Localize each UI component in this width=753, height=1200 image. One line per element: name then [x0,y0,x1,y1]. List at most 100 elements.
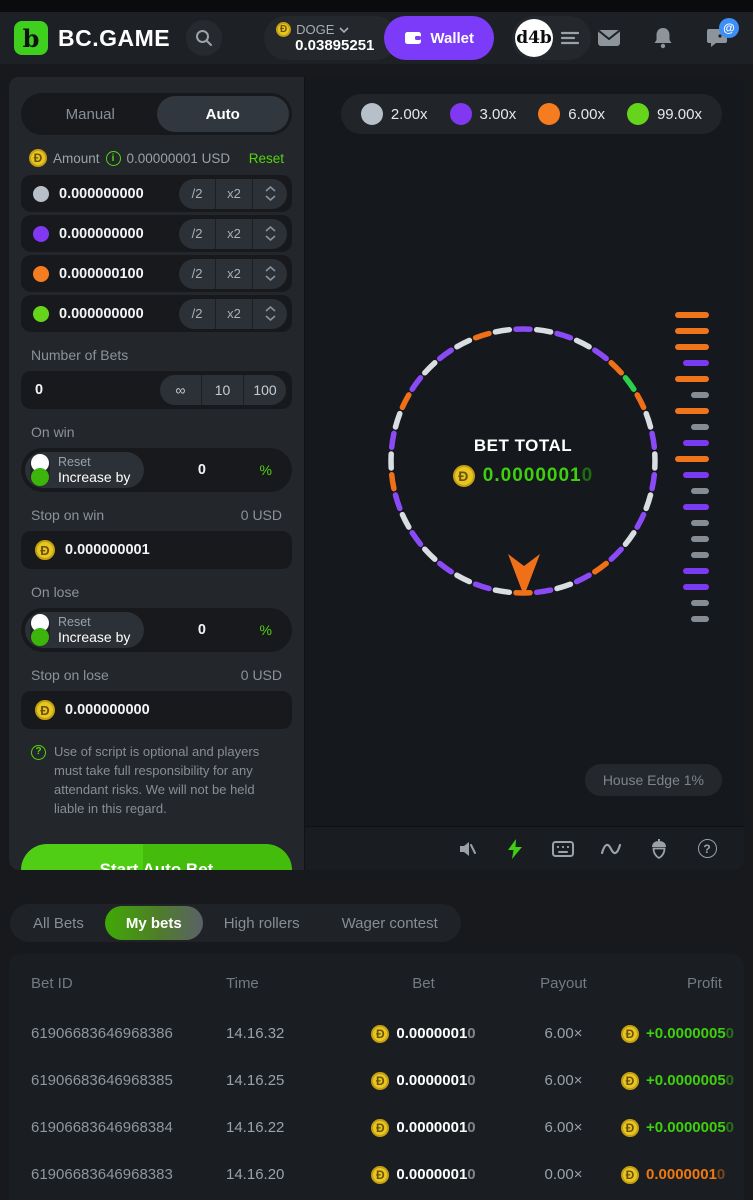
bet-amount-value[interactable]: 0.000000000 [59,305,144,322]
stepper-buttons[interactable] [253,179,287,209]
toggle-option-increase[interactable]: Increase by [58,629,131,646]
sound-button[interactable] [456,838,478,860]
wheel [388,326,658,596]
wheel-segment-gray [422,360,438,376]
start-auto-bet-button[interactable]: Start Auto Bet [21,844,292,870]
number-of-bets-input[interactable]: 0 ∞ 10 100 [21,371,292,409]
table-header-row: Bet ID Time Bet Payout Profit [31,956,722,1010]
history-bar-gray [691,520,709,526]
notifications-button[interactable] [651,26,675,50]
bet-id-cell: 61906683646968384 [31,1119,173,1136]
bets-tab-wager-contest[interactable]: Wager contest [341,914,438,932]
balance-selector[interactable]: Đ DOGE 0.03895251 [264,16,399,60]
toggle-switch-icon[interactable] [30,454,50,486]
bets-tab-high-rollers[interactable]: High rollers [223,914,300,932]
keyboard-icon [552,840,574,857]
stats-button[interactable] [600,838,622,860]
hotkeys-button[interactable] [552,838,574,860]
history-bar-orange [675,408,709,414]
chevron-down-icon[interactable] [264,315,276,321]
double-button[interactable]: x2 [216,218,253,249]
chat-button[interactable]: @ [705,18,739,50]
toggle-option-reset[interactable]: Reset [58,454,91,469]
time-cell: 14.16.25 [226,1072,285,1089]
toggle-switch-icon[interactable] [30,614,50,646]
help-icon: ? [697,839,717,858]
tab-manual[interactable]: Manual [65,105,115,123]
table-row[interactable]: 61906683646968383 14.16.20 Đ 0.00000010 0.00… [31,1151,725,1198]
doge-coin-icon: Đ [371,1165,390,1184]
stepper-buttons[interactable] [253,259,287,289]
preset-100-button[interactable]: 100 [253,382,277,398]
history-bar-purple [683,504,709,510]
table-row[interactable]: 61906683646968384 14.16.22 Đ 0.00000010 6.00… [31,1104,734,1151]
col-bet: Bet [412,974,435,992]
purple-dot-icon [449,103,472,125]
bets-tab-my-bets[interactable]: My bets [104,906,203,940]
tab-auto[interactable]: Auto [156,96,289,132]
info-icon[interactable]: i [105,150,121,166]
toggle-option-increase[interactable]: Increase by [58,469,131,486]
help-button[interactable]: ? [696,838,718,860]
half-button[interactable]: /2 [179,298,216,329]
mail-button[interactable] [597,26,621,50]
chevron-up-icon[interactable] [264,186,276,192]
search-button[interactable] [186,20,223,56]
bet-amount-value[interactable]: 0.000000000 [59,185,144,202]
on-win-toggle[interactable]: Reset Increase by [25,452,145,488]
toggle-option-reset[interactable]: Reset [58,614,91,629]
chevron-down-icon[interactable] [264,235,276,241]
chevron-up-icon[interactable] [264,226,276,232]
bet-amount-value[interactable]: 0.000000100 [59,265,144,282]
bell-icon [654,28,672,49]
history-bar-purple [683,472,709,478]
bets-tabs: All Bets My bets High rollers Wager contest [10,904,461,942]
user-menu[interactable]: d4b [512,16,591,60]
on-lose-value-input[interactable]: 0 [197,622,206,638]
on-lose-toggle[interactable]: Reset Increase by [25,612,145,648]
wheel-segment-orange [388,471,397,492]
stop-on-lose-input[interactable]: Đ 0.000000000 [21,691,292,729]
chevron-up-icon[interactable] [264,266,276,272]
brand-logo-icon[interactable]: b [14,21,48,55]
half-button[interactable]: /2 [179,178,216,209]
half-button[interactable]: /2 [179,258,216,289]
orange-dot-icon [538,103,561,125]
double-button[interactable]: x2 [216,298,253,329]
payout-cell: 0.00× [544,1166,583,1183]
col-profit: Profit [686,974,722,992]
chevron-up-icon[interactable] [264,306,276,312]
half-button[interactable]: /2 [179,218,216,249]
stepper-buttons[interactable] [253,299,287,329]
legend-item-3.00x: 3.00x [449,103,516,125]
on-win-value-input[interactable]: 0 [197,462,206,478]
double-button[interactable]: x2 [216,178,253,209]
preset-10-button[interactable]: 10 [202,375,244,405]
doge-coin-icon: Đ [371,1024,390,1043]
wheel-segment-gray [399,511,412,530]
hamburger-menu-icon[interactable] [561,31,579,45]
fairness-button[interactable] [648,838,670,860]
table-row[interactable]: 61906683646968385 14.16.25 Đ 0.00000010 6.00… [31,1057,734,1104]
stepper-buttons[interactable] [253,219,287,249]
legend-item-2.00x: 2.00x [360,103,428,125]
orange-dot-icon [33,265,49,282]
wheel-segment-purple [608,546,624,562]
double-button[interactable]: x2 [216,258,253,289]
amount-usd-value: 0.00000001 USD [126,150,231,166]
bet-controls-panel: Manual Auto Đ Amount i 0.00000001 USD Re… [9,77,304,870]
preset-∞-button[interactable]: ∞ [160,375,202,405]
bet-amount-value[interactable]: 0.000000000 [59,225,144,242]
chevron-down-icon[interactable] [264,275,276,281]
reset-amount-link[interactable]: Reset [248,150,284,166]
table-row[interactable]: 61906683646968386 14.16.32 Đ 0.00000010 6.00… [31,1010,734,1057]
bets-tab-all-bets[interactable]: All Bets [33,914,84,932]
wallet-button[interactable]: Wallet [384,16,494,60]
stop-on-win-input[interactable]: Đ 0.000000001 [21,531,292,569]
stop-on-win-usd: 0 USD [240,507,282,523]
turbo-button[interactable] [504,838,526,860]
avatar[interactable]: d4b [515,19,553,57]
bet-amount-controls: /2 x2 [179,298,287,329]
chevron-down-icon[interactable] [264,195,276,201]
history-bar-gray [691,536,709,542]
